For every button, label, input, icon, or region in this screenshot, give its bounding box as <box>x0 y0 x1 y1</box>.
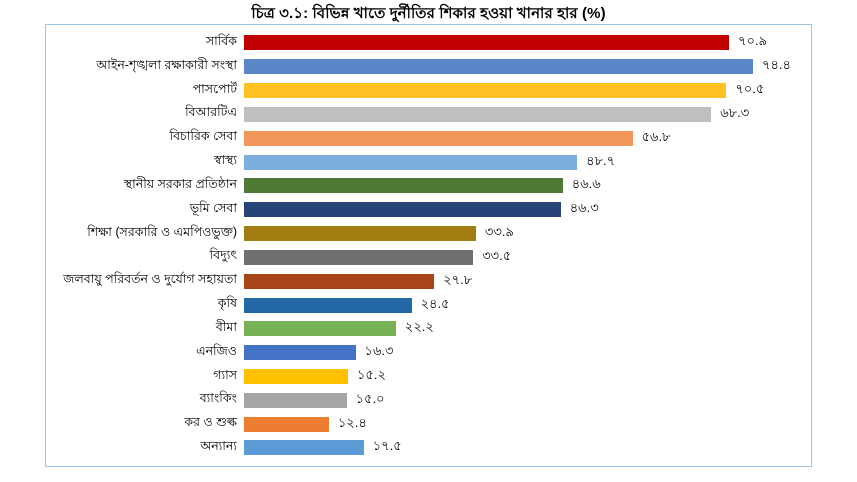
value-label: ২২.২ <box>404 319 434 335</box>
bar-track: ৪৮.৭ <box>244 152 805 170</box>
category-label: পাসপোর্ট <box>192 81 237 96</box>
category-label: বিচারিক সেবা <box>169 129 238 144</box>
value-label: ২৭.৮ <box>443 271 473 287</box>
category-label: স্বাস্থ্য <box>213 153 237 168</box>
bar-row: কৃষি ২৪.৫ <box>46 294 805 317</box>
bar <box>244 178 563 194</box>
bar-row: অন্যান্য ১৭.৫ <box>46 436 805 459</box>
bar <box>244 154 578 170</box>
bar-track: ৩৩.৫ <box>244 247 805 265</box>
bar-track: ১২.৪ <box>244 414 805 432</box>
bar-row: বীমা ২২.২ <box>46 317 805 340</box>
bar-track: ৭৪.৪ <box>244 57 805 75</box>
value-label: ২৪.৫ <box>420 295 450 311</box>
category-label: বিদ্যুৎ <box>209 248 237 263</box>
value-label: ৪৮.৭ <box>586 152 616 168</box>
category-label: কৃষি <box>217 296 237 311</box>
bar <box>244 440 364 456</box>
bar <box>244 321 396 337</box>
value-label: ৩৩.৯ <box>484 224 514 240</box>
category-label: সার্বিক <box>205 33 237 48</box>
bar <box>244 416 329 432</box>
bar-track: ৫৬.৮ <box>244 128 805 146</box>
bar-track: ২২.২ <box>244 319 805 337</box>
bar-track: ১৭.৫ <box>244 438 805 456</box>
value-label: ৭৪.৪ <box>762 57 791 73</box>
bar-row: স্বাস্থ্য ৪৮.৭ <box>46 151 805 174</box>
bar-track: ২৪.৫ <box>244 295 805 313</box>
bar-row: গ্যাস ১৫.২ <box>46 365 805 388</box>
value-label: ১৫.০ <box>355 390 385 406</box>
value-label: ৩৩.৫ <box>482 247 512 263</box>
category-label: স্থানীয় সরকার প্রতিষ্ঠান <box>123 176 237 191</box>
bar <box>244 392 347 408</box>
bar <box>244 130 633 146</box>
bar-track: ১৫.০ <box>244 390 805 408</box>
bar-track: ৭০.৫ <box>244 81 805 99</box>
bar <box>244 83 727 99</box>
category-label: ব্যাংকিং <box>199 391 237 406</box>
category-label: ভূমি সেবা <box>189 200 237 215</box>
value-label: ৬৮.৩ <box>720 104 750 120</box>
value-label: ১৫.২ <box>356 367 386 382</box>
bar-track: ৪৬.৬ <box>244 176 805 194</box>
bar-row: ব্যাংকিং ১৫.০ <box>46 389 805 412</box>
category-label: বিআরটিএ <box>185 105 237 120</box>
bar-row: আইন-শৃঙ্খলা রক্ষাকারী সংস্থা ৭৪.৪ <box>46 55 805 78</box>
value-label: ১৭.৫ <box>372 438 402 454</box>
category-label: জলবায়ু পরিবর্তন ও দুর্যোগ সহায়তা <box>63 272 237 287</box>
bar-row: বিদ্যুৎ ৩৩.৫ <box>46 246 805 269</box>
value-label: ৪৬.৬ <box>571 176 601 192</box>
value-label: ৭০.৯ <box>738 33 767 49</box>
bar-chart: সার্বিক ৭০.৯ আইন-শৃঙ্খলা রক্ষাকারী সংস্থা ৭… <box>46 31 805 460</box>
bar-track: ৬৮.৩ <box>244 104 805 122</box>
value-label: ১২.৪ <box>337 414 367 430</box>
bar-row: জলবায়ু পরিবর্তন ও দুর্যোগ সহায়তা ২৭.৮ <box>46 270 805 293</box>
category-label: এনজিও <box>196 343 237 358</box>
bar-row: কর ও শুল্ক ১২.৪ <box>46 413 805 436</box>
chart-frame: সার্বিক ৭০.৯ আইন-শৃঙ্খলা রক্ষাকারী সংস্থা ৭… <box>45 24 812 467</box>
bar-track: ৩৩.৯ <box>244 224 805 242</box>
category-label: আইন-শৃঙ্খলা রক্ষাকারী সংস্থা <box>96 57 237 72</box>
bar <box>244 369 348 384</box>
bar <box>244 226 476 242</box>
bar-row: পাসপোর্ট ৭০.৫ <box>46 79 805 102</box>
value-label: ৫৬.৮ <box>641 128 671 144</box>
bar-track: ৭০.৯ <box>244 33 805 51</box>
bar-track: ৪৬.৩ <box>244 200 805 218</box>
value-label: ৭০.৫ <box>735 81 765 97</box>
bar <box>244 345 356 361</box>
value-label: ৪৬.৩ <box>569 200 599 216</box>
value-label: ১৬.৩ <box>364 343 394 359</box>
bar <box>244 35 730 51</box>
bar-row: সার্বিক ৭০.৯ <box>46 31 805 54</box>
category-label: কর ও শুল্ক <box>184 415 237 430</box>
bar-row: এনজিও ১৬.৩ <box>46 341 805 364</box>
bar-track: ১৬.৩ <box>244 343 805 361</box>
bar-row: বিআরটিএ ৬৮.৩ <box>46 103 805 126</box>
category-label: অন্যান্য <box>200 438 237 453</box>
category-label: গ্যাস <box>213 367 237 382</box>
bar-row: শিক্ষা (সরকারি ও এমপিওভুক্ত) ৩৩.৯ <box>46 222 805 245</box>
bar-row: বিচারিক সেবা ৫৬.৮ <box>46 127 805 150</box>
bar <box>244 106 712 122</box>
bar <box>244 249 474 265</box>
category-label: শিক্ষা (সরকারি ও এমপিওভুক্ত) <box>87 224 237 239</box>
bar-track: ২৭.৮ <box>244 271 805 289</box>
bar <box>244 297 412 313</box>
chart-title: চিত্র ৩.১: বিভিন্ন খাতে দুর্নীতির শিকার … <box>251 5 606 22</box>
bar-row: স্থানীয় সরকার প্রতিষ্ঠান ৪৬.৬ <box>46 174 805 197</box>
bar <box>244 202 561 218</box>
bar-row: ভূমি সেবা ৪৬.৩ <box>46 198 805 221</box>
bar <box>244 273 435 289</box>
bar <box>244 59 753 75</box>
category-label: বীমা <box>215 319 237 334</box>
bar-track: ১৫.২ <box>244 367 805 384</box>
